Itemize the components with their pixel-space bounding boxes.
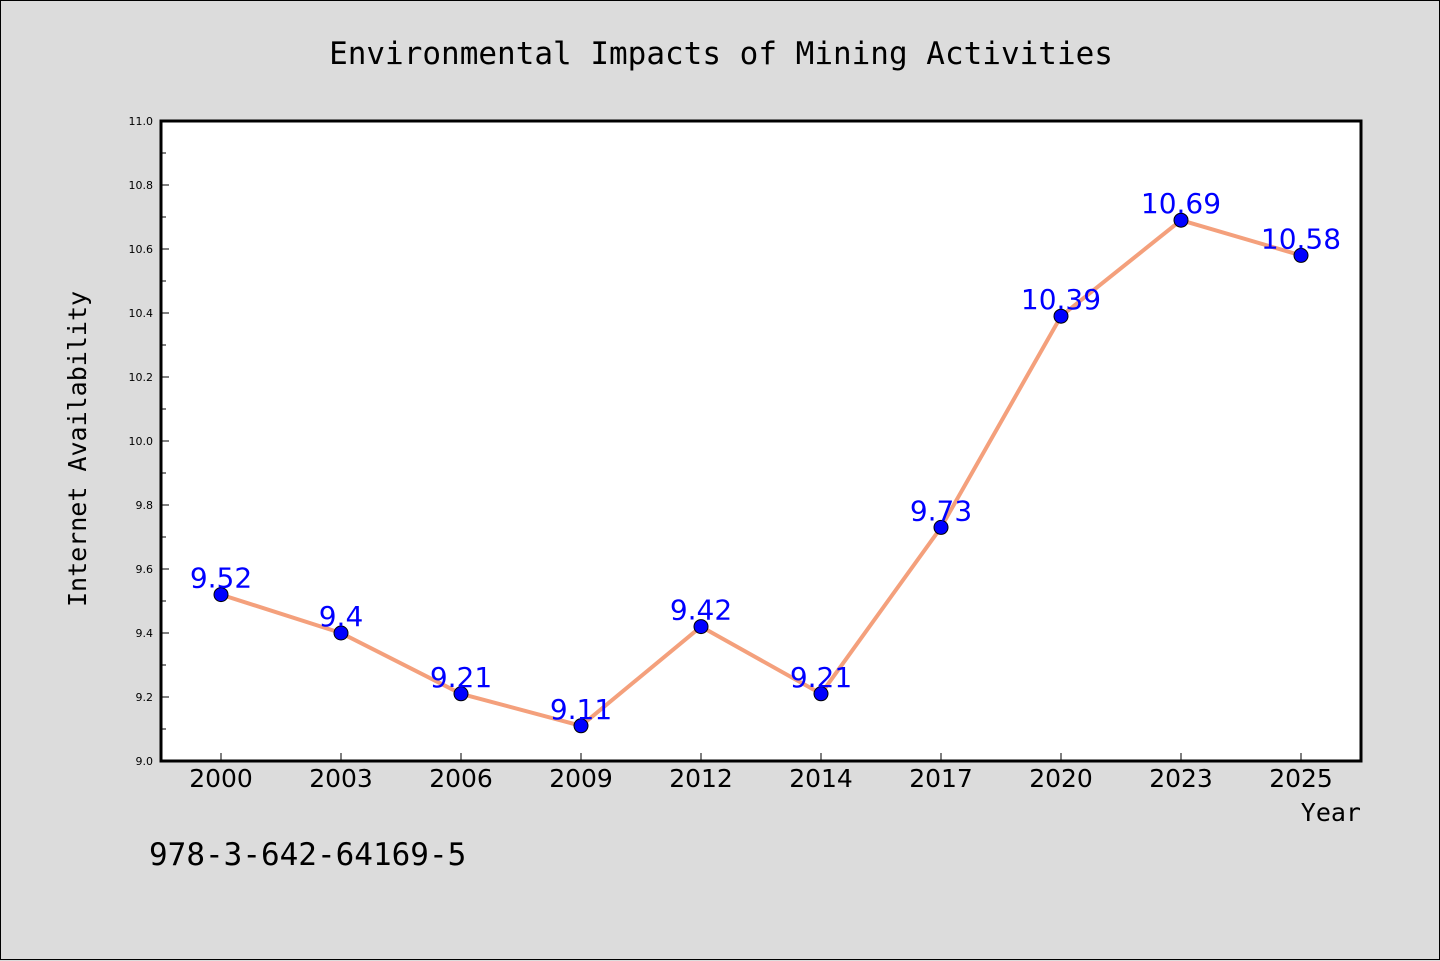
data-point [1053,308,1069,324]
y-tick-label: 10.2 [129,371,154,384]
plot-area [159,119,1363,763]
data-label: 10.69 [1141,187,1221,220]
y-tick-label: 9.6 [136,563,154,576]
y-tick-label: 10.4 [129,307,154,320]
data-point [693,619,709,635]
x-tick-label: 2012 [669,764,733,793]
y-tick-label: 9.0 [136,755,154,768]
data-label: 9.4 [319,600,364,633]
data-label: 9.52 [190,562,252,595]
x-axis: 2000 2003 2006 2009 2012 2014 2017 2020 2023 2025 [189,753,1333,793]
x-tick-label: 2000 [189,764,253,793]
data-label: 9.21 [790,661,852,694]
data-point [213,587,229,603]
data-label: 10.58 [1261,222,1341,255]
x-tick-label: 2003 [309,764,373,793]
y-tick-label: 9.2 [136,691,154,704]
y-tick-label: 11.0 [129,115,154,128]
x-tick-label: 2014 [789,764,853,793]
y-tick-label: 10.0 [129,435,154,448]
x-tick-label: 2023 [1149,764,1213,793]
data-label: 10.39 [1021,283,1101,316]
data-label: 9.21 [430,661,492,694]
y-axis-label: Internet Availability [63,291,92,607]
data-label: 9.42 [670,594,732,627]
data-point [333,625,349,641]
x-tick-label: 2009 [549,764,613,793]
data-label: 9.11 [550,693,612,726]
x-tick-label: 2017 [909,764,973,793]
series-line [220,218,1302,728]
data-label: 9.73 [910,494,972,527]
isbn-annotation: 978-3-642-64169-5 [149,837,466,873]
x-tick-label: 2025 [1269,764,1333,793]
data-point [1173,212,1189,228]
y-tick-label: 9.4 [136,627,154,640]
y-tick-label: 10.8 [129,179,154,192]
y-tick-label: 9.8 [136,499,154,512]
data-point [453,686,469,702]
data-point [1293,247,1309,263]
data-labels-layer: 9.52 9.4 9.21 9.11 9.42 9.21 9.73 10.39 10.69 10.… [190,187,1341,726]
x-tick-label: 2006 [429,764,493,793]
x-axis-label: Year [1301,798,1361,827]
series-layer [213,212,1309,734]
data-point [933,519,949,535]
chart-title: Environmental Impacts of Mining Activiti… [329,36,1113,72]
y-tick-label: 10.6 [129,243,154,256]
y-axis: 9.0 9.2 9.4 9.6 9.8 10.0 10.2 10.4 10.6 10.8 11.0 [129,115,169,768]
x-tick-label: 2020 [1029,764,1093,793]
data-point [573,718,589,734]
data-point [813,686,829,702]
